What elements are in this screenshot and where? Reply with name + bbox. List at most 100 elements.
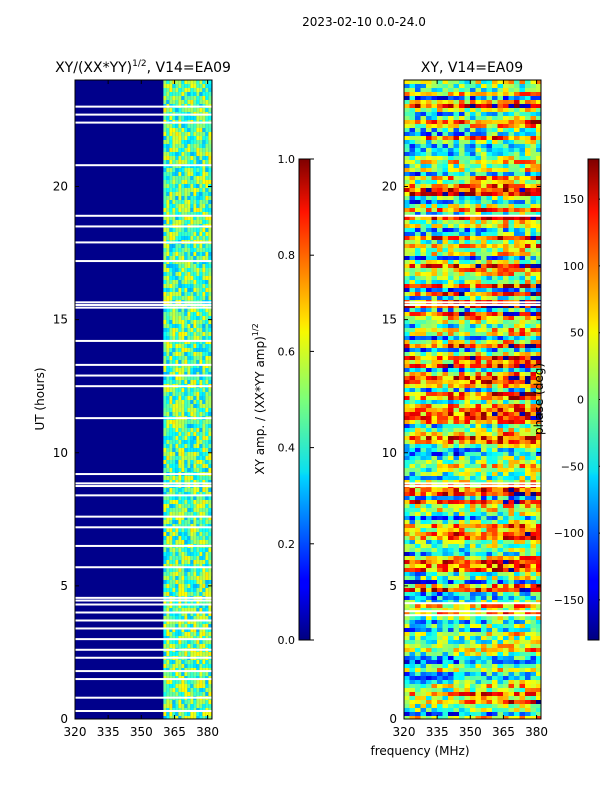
right-heatmap-cell — [492, 164, 498, 169]
right-heatmap-cell — [514, 388, 520, 393]
right-heatmap-cell — [437, 272, 443, 277]
left-heatmap-cell — [202, 552, 206, 556]
right-heatmap-cell — [431, 248, 438, 253]
left-heatmap-cell — [181, 628, 185, 632]
right-heatmap-cell — [530, 288, 537, 293]
left-heatmap-cell — [208, 136, 212, 140]
right-heatmap-cell — [431, 368, 438, 373]
left-heatmap-cell — [166, 672, 170, 676]
left-heatmap-cell — [202, 244, 206, 248]
right-heatmap-cell — [492, 308, 498, 313]
right-heatmap-cell — [442, 280, 449, 285]
right-heatmap-cell — [470, 256, 476, 261]
right-heatmap-cell — [514, 408, 520, 413]
right-heatmap-cell — [453, 396, 460, 401]
left-heatmap-cell — [184, 348, 188, 352]
right-heatmap-cell — [475, 404, 482, 409]
left-heatmap-cell — [178, 308, 182, 312]
left-heatmap-cell — [175, 84, 179, 88]
right-heatmap-cell — [530, 396, 537, 401]
left-heatmap-cell — [202, 464, 206, 468]
right-heatmap-cell — [470, 272, 476, 277]
right-heatmap-cell — [530, 192, 537, 197]
left-heatmap-cell — [187, 432, 191, 436]
left-heatmap-cell — [208, 708, 212, 712]
right-heatmap-cell — [453, 324, 460, 329]
right-heatmap-cell — [525, 376, 531, 381]
left-heatmap-cell — [172, 244, 176, 248]
left-heatmap-cell — [166, 560, 170, 564]
left-heatmap-cell — [172, 568, 176, 572]
left-heatmap-cell — [166, 228, 170, 232]
right-heatmap-cell — [453, 376, 460, 381]
right-heatmap-cell — [486, 312, 493, 317]
right-heatmap-cell — [448, 264, 454, 269]
right-heatmap-cell — [415, 256, 421, 261]
right-heatmap-cell — [475, 240, 482, 245]
left-heatmap-cell — [172, 640, 176, 644]
left-heatmap-cell — [205, 420, 209, 424]
right-heatmap-cell — [525, 200, 531, 205]
left-heatmap-cell — [205, 424, 209, 428]
right-heatmap-cell — [415, 328, 421, 333]
right-heatmap-cell — [519, 252, 526, 257]
left-heatmap-cell — [175, 452, 179, 456]
right-heatmap-cell — [481, 420, 487, 425]
left-heatmap-cell — [208, 456, 212, 460]
right-heatmap-cell — [470, 208, 476, 213]
right-heatmap-cell — [481, 276, 487, 281]
left-heatmap-cell — [178, 292, 182, 296]
right-heatmap-cell — [442, 384, 449, 389]
right-heatmap-cell — [514, 116, 520, 121]
left-heatmap-cell — [166, 488, 170, 492]
right-heatmap-cell — [442, 388, 449, 393]
left-heatmap-cell — [205, 328, 209, 332]
left-heatmap-cell — [178, 168, 182, 172]
left-heatmap-cell — [202, 572, 206, 576]
right-heatmap-cell — [442, 368, 449, 373]
right-heatmap-cell — [508, 200, 515, 205]
right-heatmap-cell — [536, 408, 541, 413]
left-heatmap-cell — [163, 528, 167, 532]
left-heatmap-cell — [190, 360, 194, 364]
left-heatmap-cell — [166, 280, 170, 284]
right-heatmap-cell — [459, 268, 465, 273]
right-heatmap-cell — [437, 200, 443, 205]
right-heatmap-cell — [503, 396, 509, 401]
right-heatmap-cell — [497, 264, 504, 269]
right-heatmap-cell — [420, 312, 427, 317]
left-heatmap-cell — [202, 420, 206, 424]
left-heatmap-cell — [172, 84, 176, 88]
right-heatmap-cell — [530, 100, 537, 105]
left-heatmap-cell — [187, 468, 191, 472]
right-heatmap-cell — [486, 276, 493, 281]
left-heatmap-cell — [187, 268, 191, 272]
right-heatmap-cell — [514, 80, 520, 85]
left-heatmap-cell — [166, 180, 170, 184]
left-heatmap-cell — [184, 660, 188, 664]
right-heatmap-cell — [530, 332, 537, 337]
left-heatmap-cell — [199, 700, 203, 704]
right-heatmap-cell — [508, 364, 515, 369]
right-heatmap-cell — [404, 200, 410, 205]
left-heatmap-cell — [205, 480, 209, 484]
left-heatmap-cell — [184, 256, 188, 260]
left-heatmap-cell — [178, 584, 182, 588]
left-heatmap-cell — [187, 292, 191, 296]
right-heatmap-cell — [503, 272, 509, 277]
left-heatmap-cell — [184, 556, 188, 560]
left-heatmap-cell — [181, 592, 185, 596]
left-heatmap-cell — [190, 448, 194, 452]
right-heatmap-cell — [536, 416, 541, 421]
left-heatmap-cell — [172, 200, 176, 204]
left-heatmap-cell — [169, 716, 173, 719]
right-heatmap-cell — [508, 80, 515, 85]
left-heatmap-cell — [178, 576, 182, 580]
left-heatmap-cell — [172, 132, 176, 136]
right-heatmap-cell — [514, 120, 520, 125]
left-heatmap-cell — [166, 620, 170, 624]
right-heatmap-cell — [519, 420, 526, 425]
right-heatmap-cell — [404, 156, 410, 161]
left-heatmap-cell — [184, 232, 188, 236]
left-heatmap-cell — [178, 420, 182, 424]
